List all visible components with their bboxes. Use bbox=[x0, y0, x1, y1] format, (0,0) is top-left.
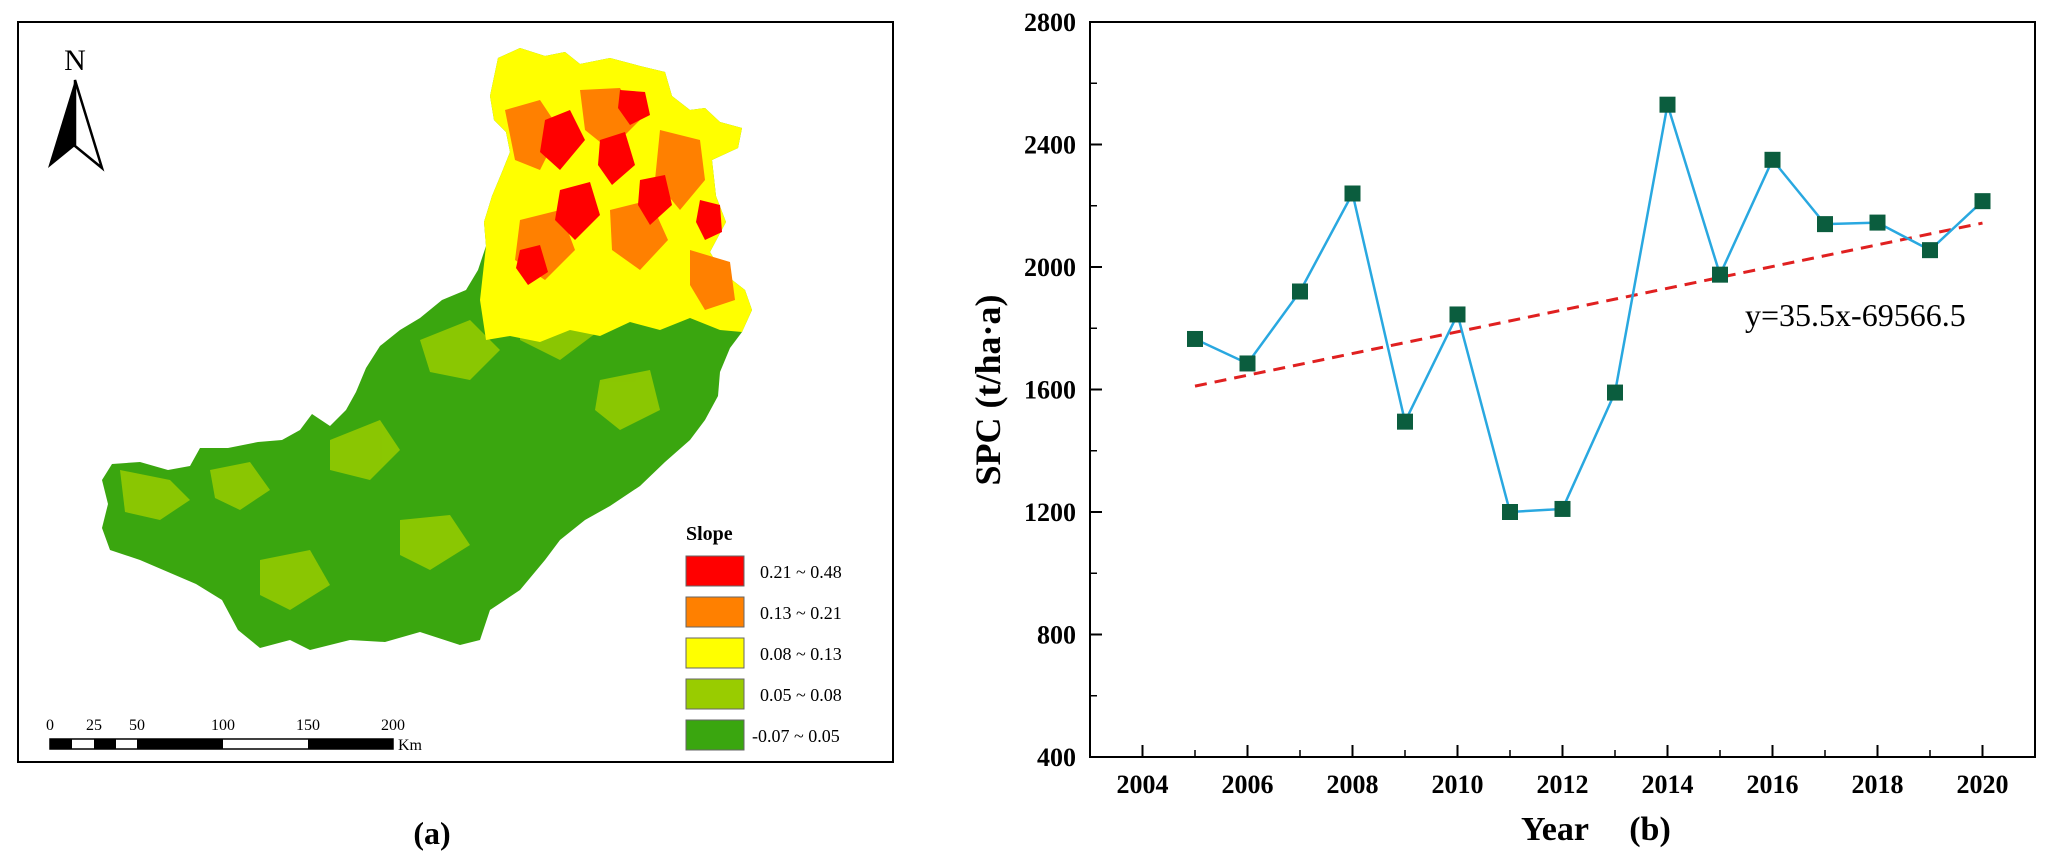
data-point-2020 bbox=[1974, 193, 1991, 210]
y-tick-label: 1600 bbox=[1024, 376, 1076, 405]
north-arrow-icon bbox=[48, 79, 105, 172]
data-point-2018 bbox=[1869, 214, 1886, 231]
data-point-2006 bbox=[1239, 355, 1256, 372]
y-tick-label: 2400 bbox=[1024, 131, 1076, 160]
legend-label-1: 0.21 ~ 0.48 bbox=[760, 562, 842, 582]
series-line bbox=[1194, 104, 1984, 514]
y-tick-label: 1200 bbox=[1024, 498, 1076, 527]
legend-swatch-1 bbox=[685, 555, 745, 587]
map-panel: N Slope 0.21 ~ 0.48 0.13 ~ 0.21 0.08 ~ 0… bbox=[17, 21, 894, 851]
data-point-2016 bbox=[1764, 151, 1781, 168]
data-point-2010 bbox=[1449, 306, 1466, 323]
data-point-2019 bbox=[1922, 242, 1938, 259]
data-point-2015 bbox=[1712, 266, 1728, 283]
data-point-2014 bbox=[1659, 96, 1676, 113]
series-markers bbox=[1187, 96, 1991, 520]
x-tick-label: 2008 bbox=[1327, 770, 1379, 799]
slope-class-0-21-0-48 bbox=[516, 90, 722, 285]
x-tick-label: 2004 bbox=[1117, 770, 1169, 799]
x-tick-label: 2006 bbox=[1222, 770, 1274, 799]
data-point-2007 bbox=[1292, 283, 1308, 300]
legend-label-2: 0.13 ~ 0.21 bbox=[760, 603, 842, 623]
north-label: N bbox=[64, 44, 86, 77]
legend-swatch-3 bbox=[685, 637, 745, 669]
data-point-2012 bbox=[1554, 500, 1571, 517]
trend-line bbox=[1194, 221, 1983, 388]
slope-legend: Slope 0.21 ~ 0.48 0.13 ~ 0.21 0.08 ~ 0.1… bbox=[685, 523, 842, 751]
data-point-2017 bbox=[1817, 216, 1833, 233]
legend-swatch-2 bbox=[685, 596, 745, 628]
scale-tick-100: 100 bbox=[211, 717, 235, 734]
caption-a: (a) bbox=[413, 815, 450, 851]
x-tick-label: 2012 bbox=[1537, 770, 1589, 799]
legend-swatch-5 bbox=[685, 719, 745, 751]
legend-label-4: 0.05 ~ 0.08 bbox=[760, 685, 842, 705]
x-tick-label: 2020 bbox=[1957, 770, 2009, 799]
data-point-2005 bbox=[1187, 330, 1203, 347]
x-tick-label: 2018 bbox=[1852, 770, 1904, 799]
y-axis-label: SPC (t/ha·a) bbox=[968, 294, 1008, 485]
y-tick-label: 2800 bbox=[1024, 8, 1076, 37]
scale-tick-25: 25 bbox=[86, 717, 102, 734]
data-point-2013 bbox=[1607, 384, 1623, 401]
y-axis: 400 800 1200 1600 2000 2400 2800 bbox=[1024, 8, 1102, 772]
scale-tick-150: 150 bbox=[296, 717, 320, 734]
scale-tick-50: 50 bbox=[129, 717, 145, 734]
scale-tick-0: 0 bbox=[46, 717, 54, 734]
legend-swatch-4 bbox=[685, 678, 745, 710]
y-tick-label: 800 bbox=[1037, 621, 1076, 650]
scale-bar: 0 25 50 100 150 200 Km bbox=[46, 717, 423, 754]
legend-label-3: 0.08 ~ 0.13 bbox=[760, 644, 842, 664]
x-tick-label: 2014 bbox=[1642, 770, 1694, 799]
legend-label-5: -0.07 ~ 0.05 bbox=[752, 726, 840, 746]
caption-b: (b) bbox=[1629, 811, 1671, 848]
x-tick-label: 2016 bbox=[1747, 770, 1799, 799]
data-point-2011 bbox=[1502, 504, 1518, 520]
y-tick-label: 400 bbox=[1037, 743, 1076, 772]
trend-equation: y=35.5x-69566.5 bbox=[1745, 297, 1966, 333]
x-tick-label: 2010 bbox=[1432, 770, 1484, 799]
scale-unit: Km bbox=[398, 737, 423, 754]
x-axis-label: Year bbox=[1521, 811, 1589, 848]
y-tick-label: 2000 bbox=[1024, 253, 1076, 282]
legend-title: Slope bbox=[686, 523, 733, 545]
data-point-2008 bbox=[1344, 185, 1361, 202]
scale-tick-200: 200 bbox=[381, 717, 405, 734]
plot-frame bbox=[1089, 21, 2036, 758]
data-point-2009 bbox=[1397, 413, 1413, 430]
x-axis: 2004 2006 2008 2010 2012 2014 2016 2018 2020 bbox=[1117, 745, 2009, 799]
